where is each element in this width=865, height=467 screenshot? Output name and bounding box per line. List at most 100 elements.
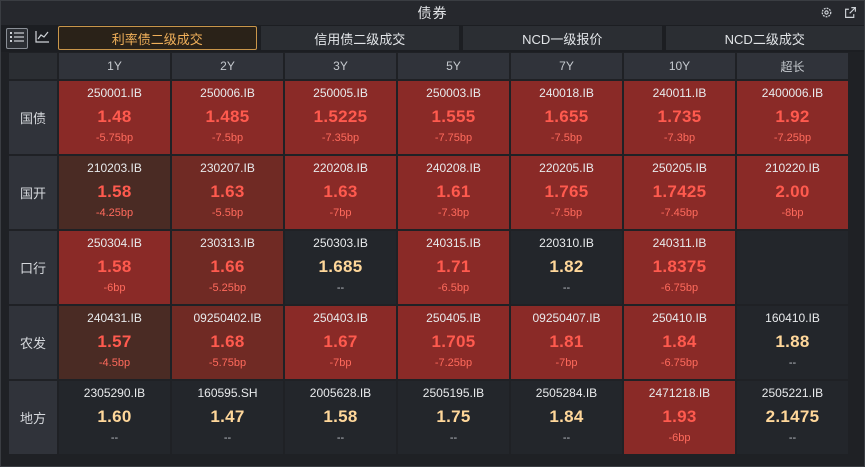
bond-code: 250005.IB [313,86,368,100]
bond-yield: 1.555 [431,107,476,126]
bond-yield: 1.735 [657,107,702,126]
tab-ncd-primary-quote[interactable]: NCD一级报价 [463,26,662,50]
bond-cell[interactable]: 160410.IB 1.88 -- [737,306,848,379]
bond-yield: 1.84 [662,332,697,351]
bond-cell[interactable]: 210220.IB 2.00 -8bp [737,156,848,229]
bond-yield: 1.68 [210,332,245,351]
bond-code: 250205.IB [652,161,707,175]
bond-cell[interactable]: 210203.IB 1.58 -4.25bp [59,156,170,229]
bond-cell[interactable]: 250205.IB 1.7425 -7.45bp [624,156,735,229]
bond-code: 250410.IB [652,311,707,325]
tab-ncd-secondary[interactable]: NCD二级成交 [665,26,864,50]
yield-change: -- [449,432,458,444]
yield-change: -- [110,432,119,444]
bond-code: 09250402.IB [193,311,262,325]
bond-code: 220208.IB [313,161,368,175]
yield-change: -- [223,432,232,444]
yield-change: -7.5bp [550,132,583,144]
bond-cell[interactable]: 250003.IB 1.555 -7.75bp [398,81,509,154]
bond-cell[interactable]: 250005.IB 1.5225 -7.35bp [285,81,396,154]
bond-yield: 1.765 [544,182,589,201]
column-header[interactable]: 1Y [59,53,170,79]
bond-code: 250003.IB [426,86,481,100]
bond-yield: 1.84 [549,407,584,426]
bond-cell[interactable]: 240208.IB 1.61 -7.3bp [398,156,509,229]
bond-cell[interactable]: 230207.IB 1.63 -5.5bp [172,156,283,229]
tab-credit-bond-secondary[interactable]: 信用债二级成交 [260,26,459,50]
bond-code: 220310.IB [539,236,594,250]
yield-change: -7.25bp [434,357,473,369]
bond-matrix: 1Y 2Y 3Y 5Y 7Y 10Y 超长 国债 250001.IB 1.48 -5.75bp 250… [9,53,862,465]
bond-cell[interactable]: 2305290.IB 1.60 -- [59,381,170,454]
bond-yield: 1.71 [436,257,471,276]
bond-code: 210220.IB [765,161,820,175]
bond-cell[interactable]: 2505284.IB 1.84 -- [511,381,622,454]
bond-cell[interactable]: 240315.IB 1.71 -6.5bp [398,231,509,304]
yield-change: -5.5bp [211,207,244,219]
yield-change: -6.75bp [660,357,699,369]
bond-code: 250006.IB [200,86,255,100]
line-chart-icon [34,30,50,48]
settings-gear-icon[interactable] [818,4,834,20]
yield-change: -7.5bp [211,132,244,144]
bond-cell [737,231,848,304]
bond-code: 160595.SH [197,386,258,400]
bond-code: 240431.IB [87,311,142,325]
bond-yield: 1.75 [436,407,471,426]
bond-cell[interactable]: 240018.IB 1.655 -7.5bp [511,81,622,154]
column-header[interactable]: 2Y [172,53,283,79]
yield-change: -- [788,357,797,369]
bond-code: 160410.IB [765,311,820,325]
bond-cell[interactable]: 230313.IB 1.66 -5.25bp [172,231,283,304]
column-header[interactable]: 7Y [511,53,622,79]
matrix-corner [9,53,57,79]
bond-yield: 1.58 [97,182,132,201]
yield-change: -- [336,282,345,294]
bond-cell[interactable]: 160595.SH 1.47 -- [172,381,283,454]
bond-code: 250303.IB [313,236,368,250]
yield-change: -7.25bp [773,132,812,144]
bond-cell[interactable]: 240311.IB 1.8375 -6.75bp [624,231,735,304]
column-header[interactable]: 超长 [737,53,848,79]
bond-yield: 1.60 [97,407,132,426]
yield-change: -7.3bp [437,207,470,219]
yield-change: -4.25bp [95,207,134,219]
bond-cell[interactable]: 2400006.IB 1.92 -7.25bp [737,81,848,154]
row-header: 国开 [9,156,57,229]
title-bar: 债券 [1,1,864,26]
popout-icon[interactable] [842,4,858,20]
chart-view-button[interactable] [31,28,53,49]
bond-cell[interactable]: 09250402.IB 1.68 -5.75bp [172,306,283,379]
bond-yield: 1.63 [323,182,358,201]
bond-cell[interactable]: 09250407.IB 1.81 -7bp [511,306,622,379]
tab-rate-bond-secondary[interactable]: 利率债二级成交 [58,26,257,50]
column-header[interactable]: 5Y [398,53,509,79]
bond-cell[interactable]: 250001.IB 1.48 -5.75bp [59,81,170,154]
bond-cell[interactable]: 220310.IB 1.82 -- [511,231,622,304]
bond-cell[interactable]: 250006.IB 1.485 -7.5bp [172,81,283,154]
bond-cell[interactable]: 220205.IB 1.765 -7.5bp [511,156,622,229]
bond-cell[interactable]: 240011.IB 1.735 -7.3bp [624,81,735,154]
bond-yield: 1.93 [662,407,697,426]
bond-yield: 1.67 [323,332,358,351]
bond-yield: 2.1475 [765,407,820,426]
bond-cell[interactable]: 2005628.IB 1.58 -- [285,381,396,454]
bond-cell[interactable]: 220208.IB 1.63 -7bp [285,156,396,229]
bond-code: 250405.IB [426,311,481,325]
bond-cell[interactable]: 250304.IB 1.58 -6bp [59,231,170,304]
bond-cell[interactable]: 250410.IB 1.84 -6.75bp [624,306,735,379]
bond-code: 210203.IB [87,161,142,175]
bond-cell[interactable]: 2505221.IB 2.1475 -- [737,381,848,454]
bond-cell[interactable]: 250303.IB 1.685 -- [285,231,396,304]
list-view-button[interactable] [6,28,28,49]
yield-change: -6.5bp [437,282,470,294]
bond-yield: 1.485 [205,107,250,126]
bond-cell[interactable]: 250405.IB 1.705 -7.25bp [398,306,509,379]
column-header[interactable]: 10Y [624,53,735,79]
bond-cell[interactable]: 2505195.IB 1.75 -- [398,381,509,454]
bond-cell[interactable]: 240431.IB 1.57 -4.5bp [59,306,170,379]
bond-yield: 1.685 [318,257,363,276]
bond-cell[interactable]: 2471218.IB 1.93 -6bp [624,381,735,454]
column-header[interactable]: 3Y [285,53,396,79]
bond-cell[interactable]: 250403.IB 1.67 -7bp [285,306,396,379]
